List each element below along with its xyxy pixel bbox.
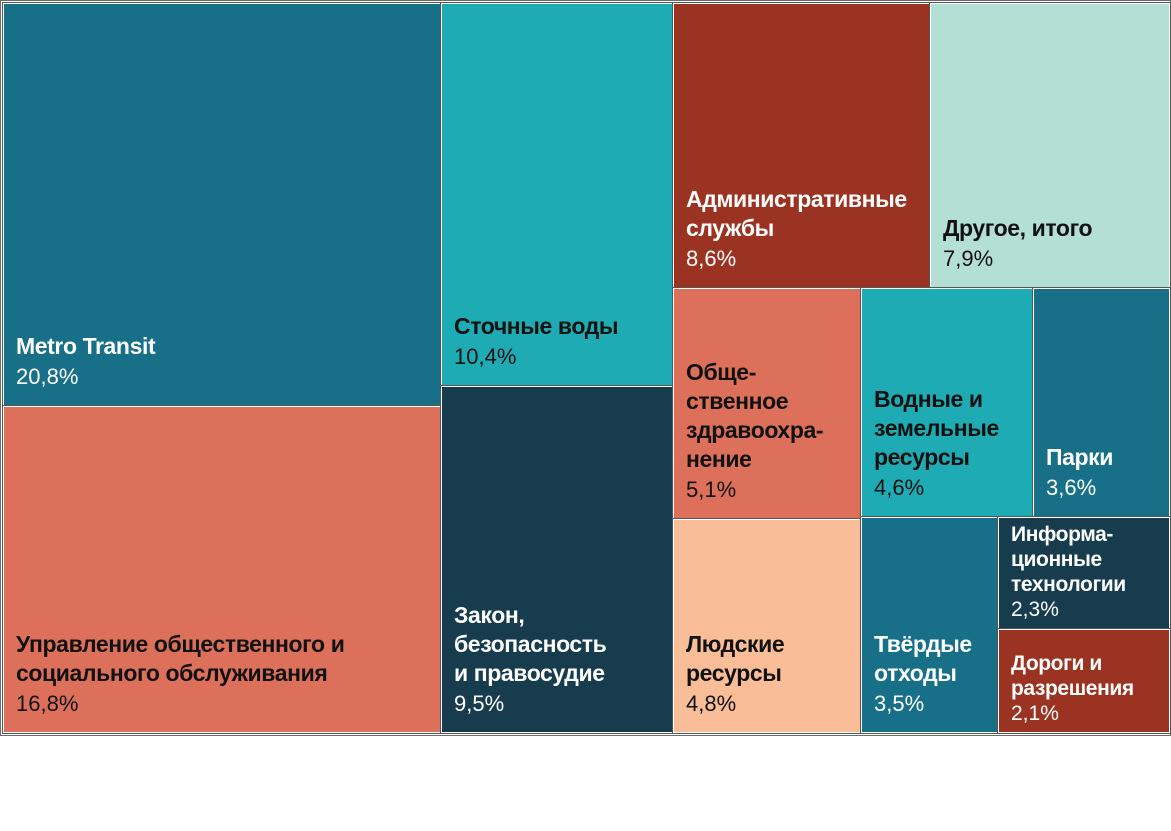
tile-information-technology: Информа- ционные технологии 2,3%	[997, 516, 1171, 630]
tile-label: Управление общественного и социального о…	[16, 631, 345, 686]
tile-solid-waste: Твёрдые отходы 3,5%	[860, 516, 999, 734]
tile-label: Парки	[1046, 444, 1114, 470]
treemap-chart: Metro Transit 20,8% Управление общественно…	[0, 0, 1171, 736]
tile-label: Людские ресурсы	[686, 631, 785, 686]
tile-value: 7,9%	[943, 246, 994, 271]
tile-value: 5,1%	[686, 477, 737, 502]
tile-value: 20,8%	[16, 364, 79, 389]
tile-value: 9,5%	[454, 691, 505, 716]
tile-value: 4,8%	[686, 691, 737, 716]
tile-value: 16,8%	[16, 691, 79, 716]
tile-value: 3,5%	[874, 691, 925, 716]
tile-label: Metro Transit	[16, 333, 156, 359]
tile-value: 4,6%	[874, 475, 925, 500]
tile-water-land-resources: Водные и земельные ресурсы 4,6%	[860, 287, 1034, 518]
tile-other-total: Другое, итого 7,9%	[929, 2, 1171, 289]
tile-value: 8,6%	[686, 246, 737, 271]
tile-law-safety-justice: Закон, безопасность и правосудие 9,5%	[440, 385, 674, 734]
tile-public-social-services: Управление общественного и социального о…	[2, 405, 442, 734]
tile-human-resources: Людские ресурсы 4,8%	[672, 518, 862, 734]
tile-label: Твёрдые отходы	[874, 631, 972, 686]
tile-value: 3,6%	[1046, 475, 1097, 500]
tile-parks: Парки 3,6%	[1032, 287, 1171, 518]
tile-roads-permits: Дороги и разрешения 2,1%	[997, 628, 1171, 734]
tile-public-health: Обще- ственное здравоохра- нение 5,1%	[672, 287, 862, 520]
tile-value: 2,3%	[1011, 598, 1059, 621]
tile-value: 2,1%	[1011, 702, 1059, 725]
tile-metro-transit: Metro Transit 20,8%	[2, 2, 442, 407]
tile-label: Информа- ционные технологии	[1011, 523, 1126, 596]
tile-label: Закон, безопасность и правосудие	[454, 602, 607, 686]
tile-label: Сточные воды	[454, 313, 619, 339]
tile-label: Административные службы	[686, 186, 907, 241]
tile-administrative-services: Административные службы 8,6%	[672, 2, 931, 289]
tile-label: Водные и земельные ресурсы	[874, 386, 999, 470]
tile-label: Обще- ственное здравоохра- нение	[686, 359, 824, 472]
tile-label: Дороги и разрешения	[1011, 652, 1134, 700]
tile-label: Другое, итого	[943, 215, 1093, 241]
tile-wastewater: Сточные воды 10,4%	[440, 2, 674, 387]
tile-value: 10,4%	[454, 344, 517, 369]
